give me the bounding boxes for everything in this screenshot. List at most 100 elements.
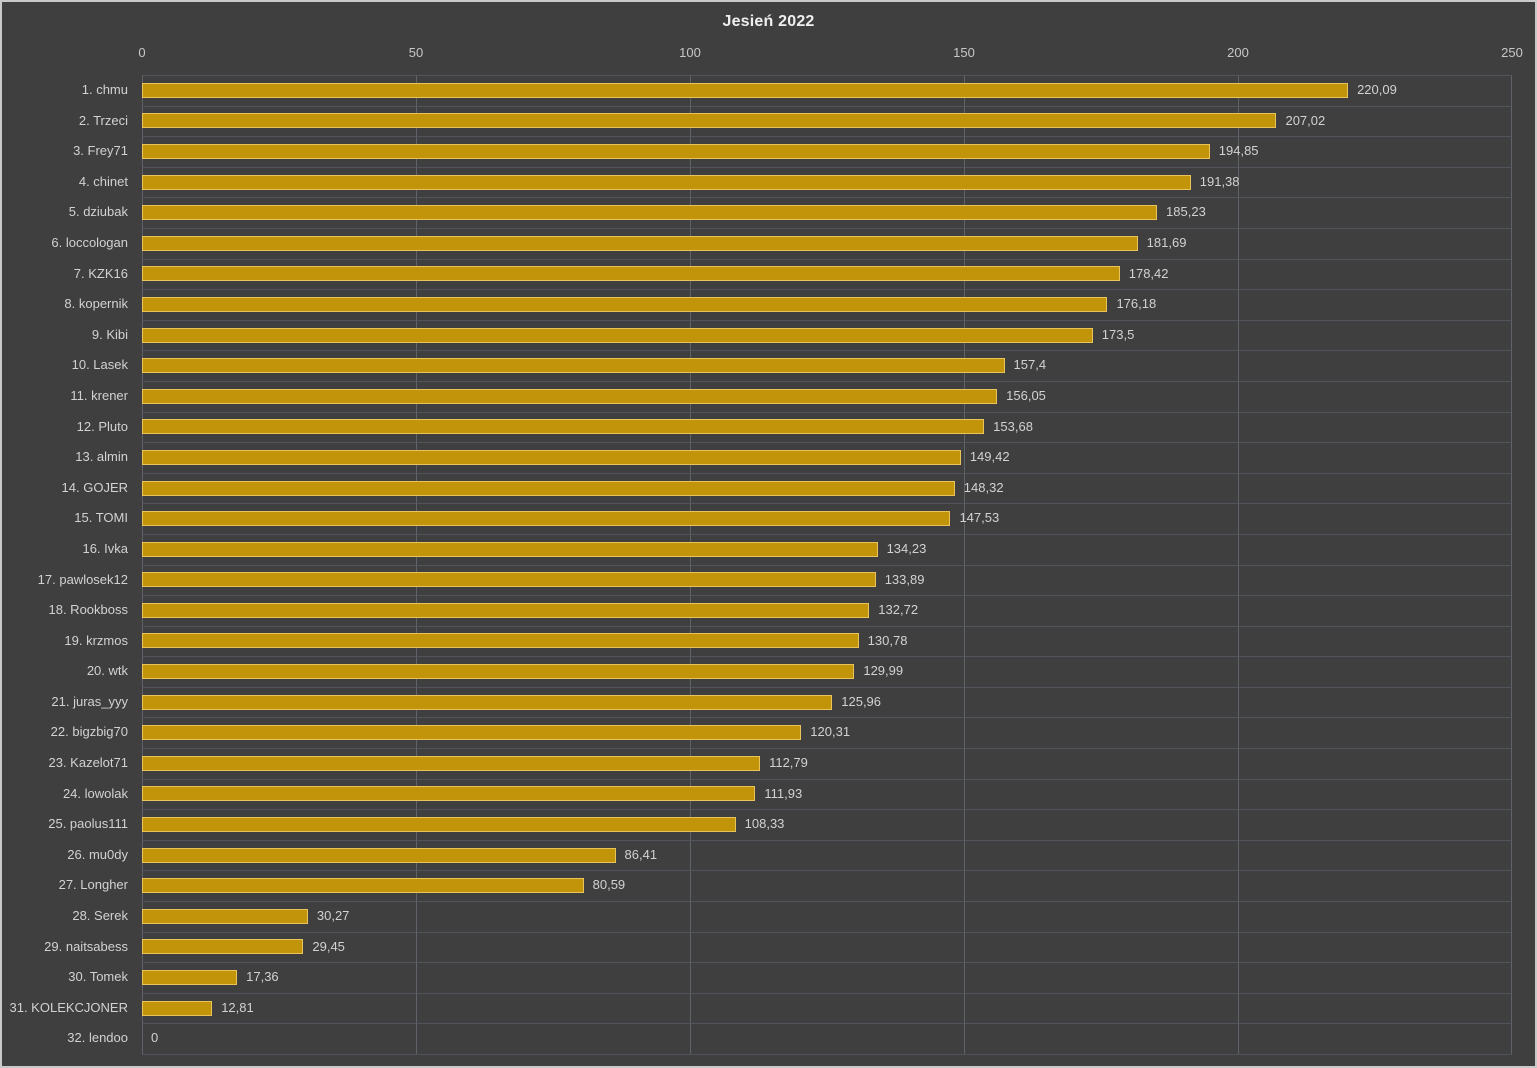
bar-row: 132,72 <box>142 595 1512 626</box>
category-label: 29. naitsabess <box>44 938 128 954</box>
category-label: 2. Trzeci <box>78 112 128 128</box>
bar-row: 108,33 <box>142 809 1512 840</box>
row-separator-line <box>142 717 1512 718</box>
bar <box>142 205 1158 221</box>
category-label: 14. GOJER <box>61 479 128 495</box>
value-label: 157,4 <box>1013 357 1047 373</box>
category-label: 6. loccologan <box>51 234 128 250</box>
bar-row: 156,05 <box>142 381 1512 412</box>
value-label: 134,23 <box>886 540 927 556</box>
category-label: 21. juras_yyy <box>51 693 128 709</box>
bar-row: 148,32 <box>142 473 1512 504</box>
value-label: 80,59 <box>592 877 626 893</box>
bar <box>142 572 876 588</box>
x-tick-label: 100 <box>679 45 701 60</box>
row-separator-line <box>142 320 1512 321</box>
row-separator-line <box>142 167 1512 168</box>
bar <box>142 541 878 557</box>
category-label: 31. KOLEKCJONER <box>9 999 129 1015</box>
row-separator-line <box>142 901 1512 902</box>
x-tick-label: 50 <box>408 45 424 60</box>
category-label: 28. Serek <box>72 908 128 924</box>
row-separator-line <box>142 197 1512 198</box>
bar-row: 149,42 <box>142 442 1512 473</box>
bar-row: 29,45 <box>142 932 1512 963</box>
category-label: 16. Ivka <box>82 540 128 556</box>
value-label: 148,32 <box>963 479 1004 495</box>
bar <box>142 1000 213 1016</box>
bar <box>142 327 1093 343</box>
row-separator-line <box>142 228 1512 229</box>
row-separator-line <box>142 932 1512 933</box>
bar <box>142 755 761 771</box>
vertical-gridline <box>416 75 417 1054</box>
chart-title: Jesień 2022 <box>722 13 815 30</box>
bar-row: 185,23 <box>142 197 1512 228</box>
value-label: 108,33 <box>744 816 785 832</box>
bar <box>142 817 736 833</box>
value-label: 130,78 <box>867 632 908 648</box>
row-separator-line <box>142 106 1512 107</box>
value-label: 125,96 <box>841 693 882 709</box>
category-label: 10. Lasek <box>71 357 128 373</box>
bar <box>142 878 584 894</box>
row-separator-line <box>142 779 1512 780</box>
bar-row: 130,78 <box>142 626 1512 657</box>
category-label: 19. krzmos <box>64 632 128 648</box>
category-label: 12. Pluto <box>76 418 128 434</box>
bar <box>142 296 1108 312</box>
category-label: 15. TOMI <box>74 510 128 526</box>
x-tick-label: 150 <box>953 45 975 60</box>
bar <box>142 419 985 435</box>
bar-row: 220,09 <box>142 75 1512 106</box>
value-label: 133,89 <box>884 571 925 587</box>
value-label: 153,68 <box>993 418 1033 434</box>
bar <box>142 602 870 618</box>
value-label: 178,42 <box>1128 265 1169 281</box>
row-separator-line <box>142 289 1512 290</box>
bar-row: 181,69 <box>142 228 1512 259</box>
row-separator-line <box>142 381 1512 382</box>
category-label: 5. dziubak <box>68 204 128 220</box>
value-label: 176,18 <box>1116 296 1157 312</box>
category-label: 27. Longher <box>58 877 128 893</box>
bar <box>142 633 859 649</box>
row-separator-line <box>142 840 1512 841</box>
row-separator-line <box>142 412 1512 413</box>
bar-row: 30,27 <box>142 901 1512 932</box>
bar <box>142 358 1005 374</box>
bar <box>142 694 833 710</box>
bar <box>142 664 855 680</box>
bar <box>142 82 1349 98</box>
category-label: 8. kopernik <box>64 296 128 312</box>
bar-row: 153,68 <box>142 412 1512 443</box>
row-separator-line <box>142 136 1512 137</box>
vertical-gridline <box>142 75 143 1054</box>
row-separator-line <box>142 870 1512 871</box>
bar-row: 178,42 <box>142 259 1512 290</box>
category-label: 7. KZK16 <box>73 265 128 281</box>
category-label: 20. wtk <box>86 663 128 679</box>
row-separator-line <box>142 626 1512 627</box>
value-label: 191,38 <box>1199 173 1240 189</box>
bar-row: 157,4 <box>142 350 1512 381</box>
category-label: 25. paolus111 <box>48 816 128 832</box>
bar-row: 0 <box>142 1023 1512 1054</box>
category-label: 26. mu0dy <box>67 846 128 862</box>
value-label: 30,27 <box>316 908 350 924</box>
value-label: 17,36 <box>246 969 279 985</box>
bar-row: 194,85 <box>142 136 1512 167</box>
bar-row: 17,36 <box>142 962 1512 993</box>
bar-row: 120,31 <box>142 717 1512 748</box>
row-separator-line <box>142 350 1512 351</box>
value-label: 220,09 <box>1357 82 1397 97</box>
row-separator-line <box>142 1054 1512 1055</box>
plot-area: 220,09 207,02 194,85 191,38 185,23 181,69 178,… <box>142 75 1512 1055</box>
category-label: 13. almin <box>75 449 128 465</box>
row-separator-line <box>142 473 1512 474</box>
vertical-gridline <box>964 75 965 1054</box>
category-label: 30. Tomek <box>68 969 128 985</box>
row-separator-line <box>142 75 1512 76</box>
category-label: 9. Kibi <box>91 326 128 342</box>
